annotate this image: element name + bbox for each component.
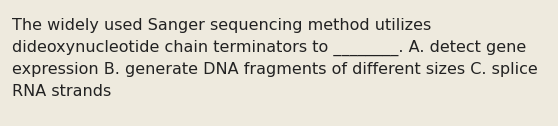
Text: dideoxynucleotide chain terminators to ________. A. detect gene: dideoxynucleotide chain terminators to _… — [12, 40, 526, 56]
Text: RNA strands: RNA strands — [12, 84, 111, 99]
Text: expression B. generate DNA fragments of different sizes C. splice: expression B. generate DNA fragments of … — [12, 62, 538, 77]
Text: The widely used Sanger sequencing method utilizes: The widely used Sanger sequencing method… — [12, 18, 431, 33]
